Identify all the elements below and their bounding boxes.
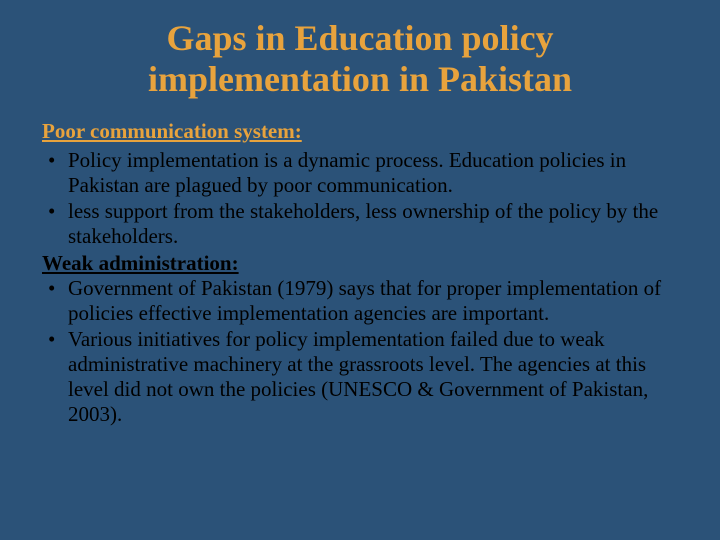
list-item: Policy implementation is a dynamic proce…	[42, 148, 678, 198]
section-heading-2: Weak administration:	[42, 251, 678, 276]
slide-container: Gaps in Education policy implementation …	[0, 0, 720, 540]
list-item: Various initiatives for policy implement…	[42, 327, 678, 426]
section-heading-1: Poor communication system:	[42, 119, 678, 144]
bullet-list-2: Government of Pakistan (1979) says that …	[42, 276, 678, 427]
list-item: Government of Pakistan (1979) says that …	[42, 276, 678, 326]
bullet-list-1: Policy implementation is a dynamic proce…	[42, 148, 678, 249]
slide-title: Gaps in Education policy implementation …	[42, 18, 678, 101]
list-item: less support from the stakeholders, less…	[42, 199, 678, 249]
